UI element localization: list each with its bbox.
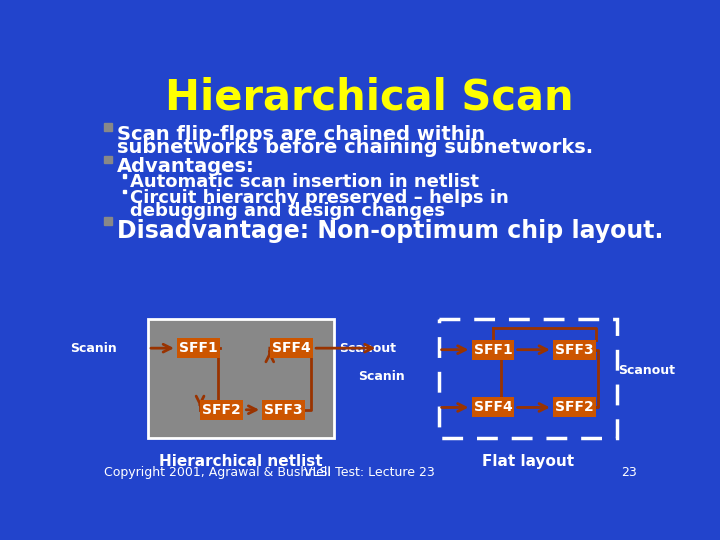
Text: subnetworks before chaining subnetworks.: subnetworks before chaining subnetworks. <box>117 138 593 157</box>
Bar <box>245 319 334 438</box>
Text: SFF4: SFF4 <box>272 341 311 355</box>
Text: VLSI Test: Lecture 23: VLSI Test: Lecture 23 <box>304 467 434 480</box>
Text: Hierarchical Scan: Hierarchical Scan <box>165 76 573 118</box>
Text: SFF3: SFF3 <box>555 343 594 357</box>
Text: Scanout: Scanout <box>340 342 397 355</box>
Text: Circuit hierarchy preserved – helps in: Circuit hierarchy preserved – helps in <box>130 189 509 207</box>
Text: Scanin: Scanin <box>71 342 117 355</box>
Text: SFF2: SFF2 <box>555 401 594 415</box>
Bar <box>104 123 112 131</box>
Bar <box>553 340 595 360</box>
Bar <box>122 174 127 178</box>
Text: Scanout: Scanout <box>618 363 675 376</box>
Bar <box>472 397 514 417</box>
Text: SFF3: SFF3 <box>264 403 303 417</box>
Text: Disadvantage: Non-optimum chip layout.: Disadvantage: Non-optimum chip layout. <box>117 219 664 243</box>
Bar <box>438 319 617 438</box>
Bar <box>104 217 112 225</box>
Bar <box>122 190 127 193</box>
Bar <box>200 400 243 420</box>
Text: debugging and design changes: debugging and design changes <box>130 202 445 220</box>
Text: Scan flip-flops are chained within: Scan flip-flops are chained within <box>117 125 485 144</box>
Text: SFF2: SFF2 <box>202 403 241 417</box>
Text: 23: 23 <box>621 467 636 480</box>
Bar <box>177 338 220 358</box>
Text: SFF1: SFF1 <box>179 341 218 355</box>
Text: Scanin: Scanin <box>358 370 405 383</box>
Text: Copyright 2001, Agrawal & Bushnell: Copyright 2001, Agrawal & Bushnell <box>104 467 330 480</box>
Bar <box>262 400 305 420</box>
Text: Advantages:: Advantages: <box>117 157 255 176</box>
Bar <box>553 397 595 417</box>
Text: Flat layout: Flat layout <box>482 454 574 469</box>
Text: Hierarchical netlist: Hierarchical netlist <box>159 454 323 469</box>
Bar <box>148 319 334 438</box>
Text: SFF4: SFF4 <box>474 401 513 415</box>
Bar <box>270 338 312 358</box>
Text: SFF1: SFF1 <box>474 343 513 357</box>
Text: Automatic scan insertion in netlist: Automatic scan insertion in netlist <box>130 173 480 191</box>
Bar <box>104 156 112 164</box>
Bar <box>472 340 514 360</box>
Bar <box>148 319 245 438</box>
